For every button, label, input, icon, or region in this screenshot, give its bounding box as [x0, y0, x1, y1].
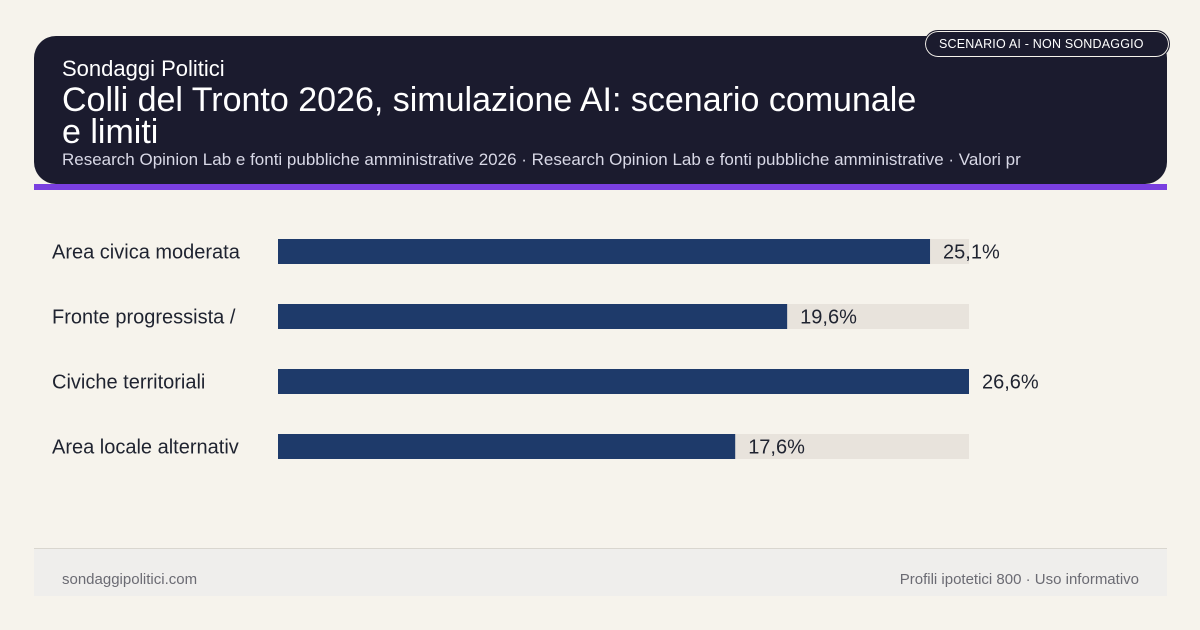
- footer: sondaggipolitici.com Profili ipotetici 8…: [34, 548, 1167, 596]
- footer-site: sondaggipolitici.com: [62, 571, 198, 588]
- category-label: Area locale alternativ: [52, 437, 239, 459]
- bar: [278, 369, 969, 394]
- brand-name: Sondaggi Politici: [62, 56, 225, 81]
- category-label: Civiche territoriali: [52, 372, 205, 394]
- value-label: 25,1%: [943, 242, 1000, 264]
- bar-track: [278, 239, 969, 264]
- bar-track: [278, 304, 969, 329]
- page-title: Colli del Tronto 2026, simulazione AI: s…: [62, 81, 917, 151]
- value-label: 26,6%: [982, 372, 1039, 394]
- header-panel: Sondaggi Politici Colli del Tronto 2026,…: [34, 36, 1167, 184]
- value-label: 17,6%: [748, 437, 805, 459]
- footer-note: Profili ipotetici 800 · Uso informativo: [899, 571, 1139, 588]
- category-label: Area civica moderata: [52, 242, 241, 264]
- scenario-badge: SCENARIO AI - NON SONDAGGIO: [924, 30, 1170, 58]
- bar: [278, 304, 788, 329]
- page-subtitle: Research Opinion Lab e fonti pubbliche a…: [62, 150, 1021, 169]
- bar: [278, 239, 931, 264]
- bar: [278, 434, 736, 459]
- value-label: 19,6%: [800, 307, 857, 329]
- bar-track: [278, 434, 969, 459]
- category-label: Fronte progressista /: [52, 307, 236, 329]
- accent-bar: [34, 184, 1167, 190]
- bar-track: [278, 369, 969, 394]
